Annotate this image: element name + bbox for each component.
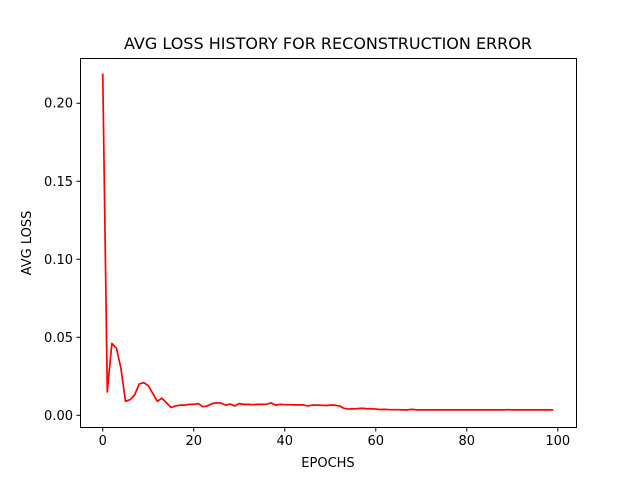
x-axis-label: EPOCHS bbox=[301, 456, 354, 471]
y-tick-label: 0.05 bbox=[44, 331, 73, 346]
y-tick-label: 0.15 bbox=[44, 175, 73, 190]
y-axis-label: AVG LOSS bbox=[20, 211, 35, 276]
x-tick-label: 20 bbox=[185, 434, 202, 449]
y-tick-label: 0.00 bbox=[44, 409, 73, 424]
loss-series-line bbox=[101, 73, 554, 411]
axes-frame bbox=[80, 58, 577, 428]
chart-title: AVG LOSS HISTORY FOR RECONSTRUCTION ERRO… bbox=[124, 34, 532, 53]
series-layer bbox=[101, 73, 554, 411]
x-tick-label: 40 bbox=[276, 434, 293, 449]
x-tick-label: 60 bbox=[368, 434, 385, 449]
x-tick-label: 100 bbox=[545, 434, 570, 449]
ticks-layer: 0 20 40 60 80 100 0.00 0.05 0.10 0.15 0.20 bbox=[44, 97, 570, 449]
x-tick-label: 80 bbox=[459, 434, 476, 449]
y-tick-label: 0.10 bbox=[44, 253, 73, 268]
x-tick-label: 0 bbox=[99, 434, 107, 449]
y-tick-label: 0.20 bbox=[44, 97, 73, 112]
